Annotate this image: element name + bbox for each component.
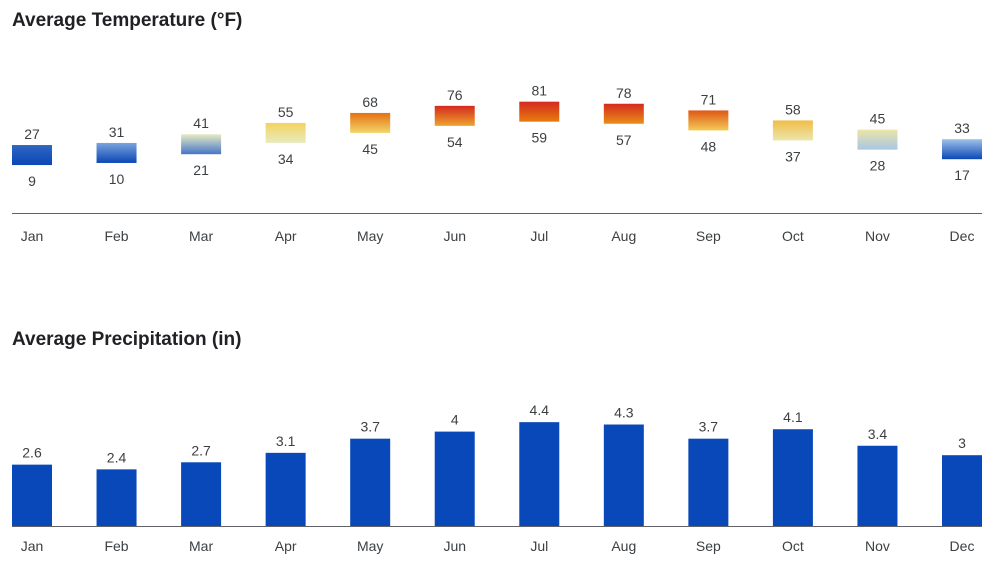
precip-bar-jul [519,422,560,526]
temp-bar-feb [96,142,137,163]
temp-bar-oct [772,120,813,141]
precip-bar-apr [265,452,306,526]
temp-low-label: 57 [616,132,632,148]
temp-low-label: 21 [193,162,209,178]
temp-low-label: 10 [109,171,125,187]
temp-month-label: Sep [696,228,721,244]
temp-high-label: 78 [616,85,632,101]
temp-high-label: 68 [362,94,378,110]
temp-high-label: 76 [447,87,463,103]
temp-low-label: 28 [870,158,886,174]
precip-bar-sep [688,438,729,526]
temp-month-label: Feb [104,228,128,244]
precip-bar-mar [181,462,222,526]
temp-low-label: 9 [28,173,36,189]
precip-month-label: Oct [782,538,804,554]
temp-low-label: 48 [701,138,717,154]
precip-bar-may [350,438,391,526]
precip-value-label: 3.4 [868,426,888,442]
precip-bar-oct [772,429,813,526]
temperature-chart-title: Average Temperature (°F) [12,10,243,31]
temp-high-label: 33 [954,120,970,136]
precip-value-label: 3.1 [276,433,296,449]
precip-month-label: May [357,538,383,554]
temp-bar-apr [265,122,306,143]
precip-value-label: 2.6 [22,445,42,461]
precip-value-label: 4.1 [783,409,803,425]
temp-month-label: Oct [782,228,804,244]
precip-month-label: Jul [530,538,548,554]
temp-month-label: Dec [950,228,975,244]
temp-month-label: Jul [530,228,548,244]
precip-bar-dec [942,455,982,526]
temperature-chart: 27 9 Jan 31 10 Feb 41 21 Mar 55 34 Apr 68 45 May 76 54 Ju… [12,83,982,244]
temp-month-label: Jun [443,228,466,244]
temp-month-label: May [357,228,383,244]
temp-low-label: 59 [531,130,547,146]
temp-bar-may [350,112,391,133]
temp-low-label: 54 [447,134,463,150]
temp-low-label: 34 [278,151,294,167]
temp-low-label: 45 [362,141,378,157]
temp-bar-mar [181,134,222,155]
precip-value-label: 3.7 [360,419,380,435]
temp-high-label: 71 [701,91,717,107]
temp-bar-jan [12,145,52,166]
temp-bar-jul [519,101,560,122]
temp-month-label: Jan [21,228,44,244]
temp-month-label: Mar [189,228,213,244]
temp-month-label: Nov [865,228,890,244]
precip-month-label: Sep [696,538,721,554]
temp-low-label: 17 [954,167,970,183]
temp-bar-sep [688,110,729,131]
temp-month-label: Aug [611,228,636,244]
temp-high-label: 31 [109,124,125,140]
precipitation-chart-title: Average Precipitation (in) [12,329,242,350]
precip-month-label: Jun [443,538,466,554]
precip-value-label: 4.3 [614,405,634,421]
temp-high-label: 55 [278,104,294,120]
temp-high-label: 27 [24,126,40,142]
precip-value-label: 2.7 [191,442,211,458]
temp-high-label: 58 [785,101,801,117]
precip-bar-aug [603,424,644,526]
temp-month-label: Apr [275,228,297,244]
precip-value-label: 4 [451,412,459,428]
temp-high-label: 41 [193,115,209,131]
precip-month-label: Feb [104,538,128,554]
precip-value-label: 3.7 [699,419,719,435]
temp-low-label: 37 [785,148,801,164]
temp-bar-jun [434,105,475,126]
precip-value-label: 2.4 [107,449,127,465]
temp-bar-nov [857,129,898,150]
temp-bar-aug [603,103,644,124]
temp-high-label: 81 [531,83,547,99]
precip-month-label: Aug [611,538,636,554]
precip-month-label: Apr [275,538,297,554]
temp-bar-dec [942,139,982,160]
temp-high-label: 45 [870,111,886,127]
precip-month-label: Mar [189,538,213,554]
precip-bar-nov [857,445,898,526]
precip-bar-jun [434,431,475,526]
precip-month-label: Dec [950,538,975,554]
precip-value-label: 4.4 [530,402,550,418]
precip-bar-jan [12,464,52,526]
precip-value-label: 3 [958,435,966,451]
precip-month-label: Nov [865,538,890,554]
precip-month-label: Jan [21,538,44,554]
precip-bar-feb [96,469,137,526]
